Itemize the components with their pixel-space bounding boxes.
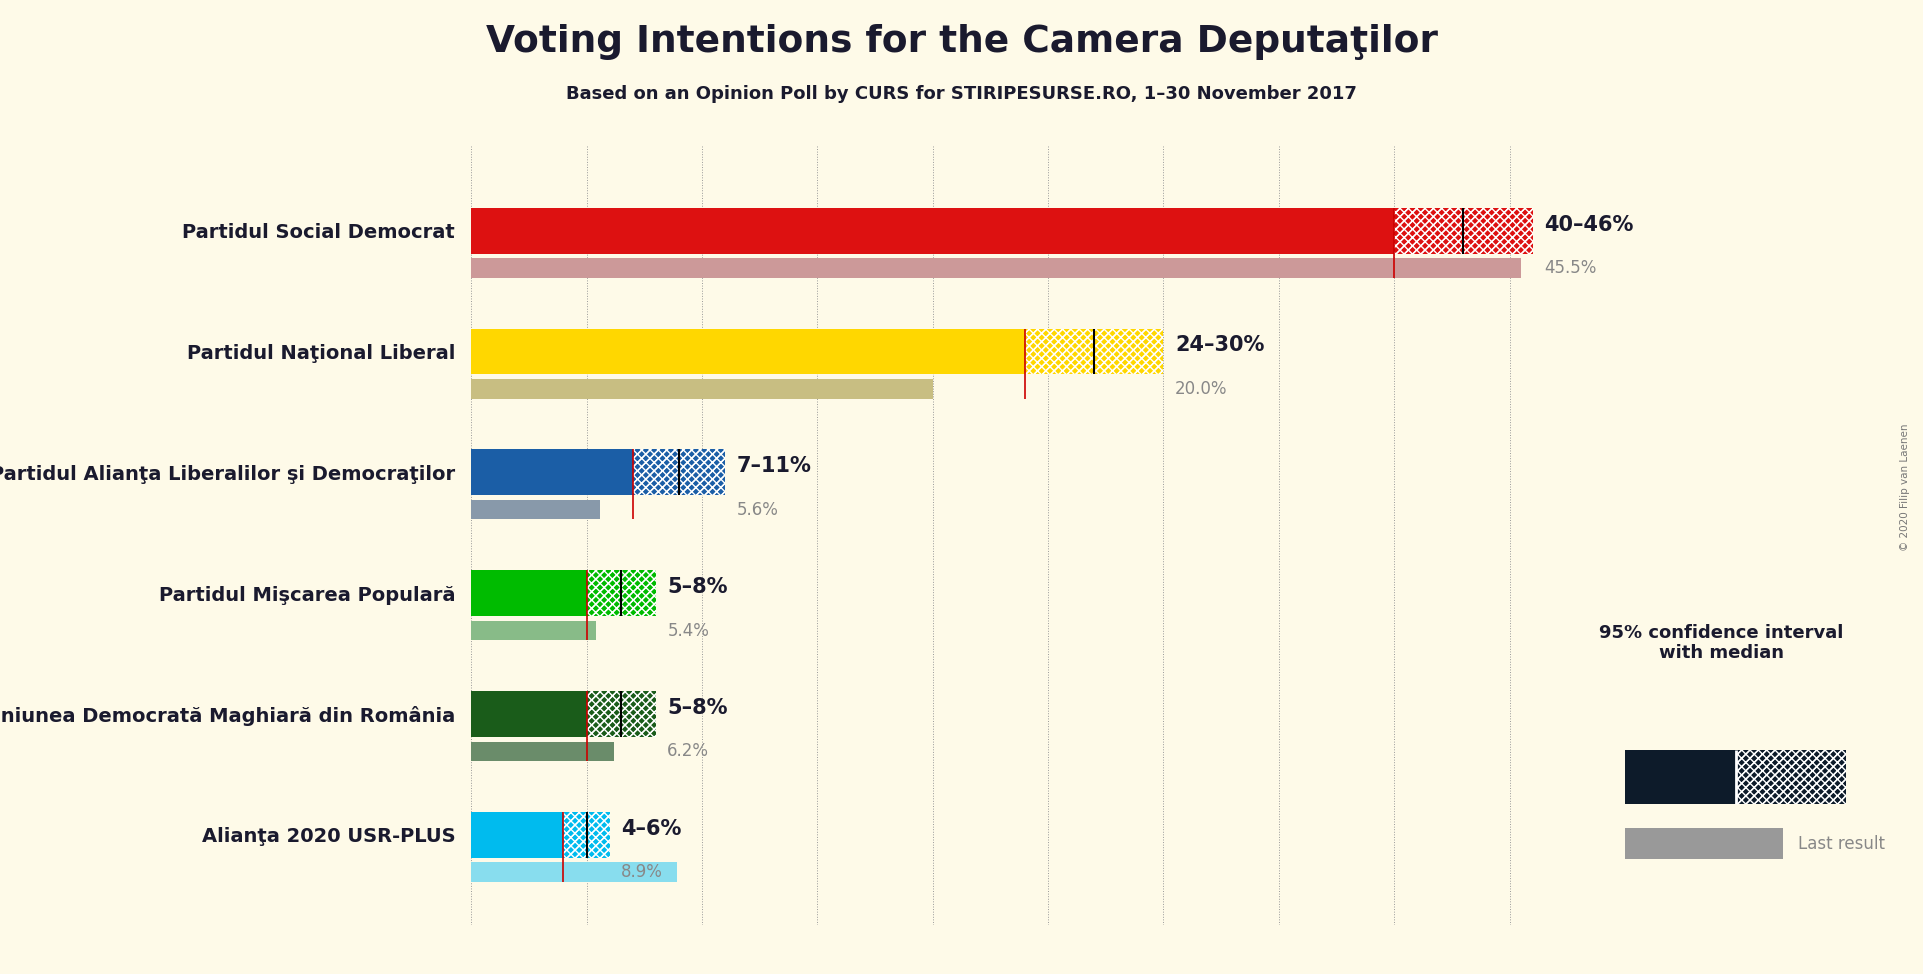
Bar: [471, 379, 933, 398]
Bar: [1625, 828, 1783, 859]
Text: 20.0%: 20.0%: [1175, 380, 1227, 398]
Bar: [1625, 750, 1736, 804]
Bar: [1394, 207, 1533, 253]
Bar: [563, 811, 610, 858]
Text: 7–11%: 7–11%: [737, 456, 812, 476]
Text: 24–30%: 24–30%: [1175, 335, 1263, 356]
Bar: [471, 863, 677, 881]
Bar: [587, 570, 656, 616]
Bar: [1394, 207, 1533, 253]
Text: Based on an Opinion Poll by CURS for STIRIPESURSE.RO, 1–30 November 2017: Based on an Opinion Poll by CURS for STI…: [565, 85, 1358, 102]
Text: 4–6%: 4–6%: [621, 819, 681, 839]
Bar: [471, 328, 1025, 374]
Bar: [471, 620, 596, 640]
Text: © 2020 Filip van Laenen: © 2020 Filip van Laenen: [1900, 424, 1910, 550]
Bar: [1025, 328, 1163, 374]
Bar: [471, 500, 600, 519]
Bar: [1025, 328, 1163, 374]
Bar: [587, 691, 656, 737]
Text: 40–46%: 40–46%: [1544, 214, 1633, 235]
Bar: [587, 691, 656, 737]
Text: 8.9%: 8.9%: [621, 863, 663, 881]
Bar: [587, 691, 656, 737]
Text: 6.2%: 6.2%: [667, 742, 710, 761]
Bar: [633, 449, 725, 495]
Bar: [633, 449, 725, 495]
Bar: [587, 570, 656, 616]
Bar: [471, 449, 633, 495]
Bar: [471, 258, 1521, 278]
Bar: [1025, 328, 1163, 374]
Bar: [471, 741, 613, 761]
Bar: [1736, 750, 1846, 804]
Text: Voting Intentions for the Camera Deputaţilor: Voting Intentions for the Camera Deputaţ…: [485, 24, 1438, 60]
Text: 5.4%: 5.4%: [667, 621, 710, 640]
Text: 95% confidence interval
with median: 95% confidence interval with median: [1598, 623, 1844, 662]
Bar: [471, 811, 563, 858]
Bar: [563, 811, 610, 858]
Bar: [587, 570, 656, 616]
Text: 5.6%: 5.6%: [737, 501, 779, 519]
Bar: [1736, 750, 1846, 804]
Bar: [1394, 207, 1533, 253]
Text: 5–8%: 5–8%: [667, 697, 727, 718]
Text: 45.5%: 45.5%: [1544, 259, 1596, 278]
Text: 5–8%: 5–8%: [667, 577, 727, 597]
Bar: [471, 691, 587, 737]
Text: Last result: Last result: [1798, 836, 1885, 853]
Bar: [633, 449, 725, 495]
Bar: [563, 811, 610, 858]
Bar: [471, 570, 587, 616]
Bar: [471, 207, 1394, 253]
